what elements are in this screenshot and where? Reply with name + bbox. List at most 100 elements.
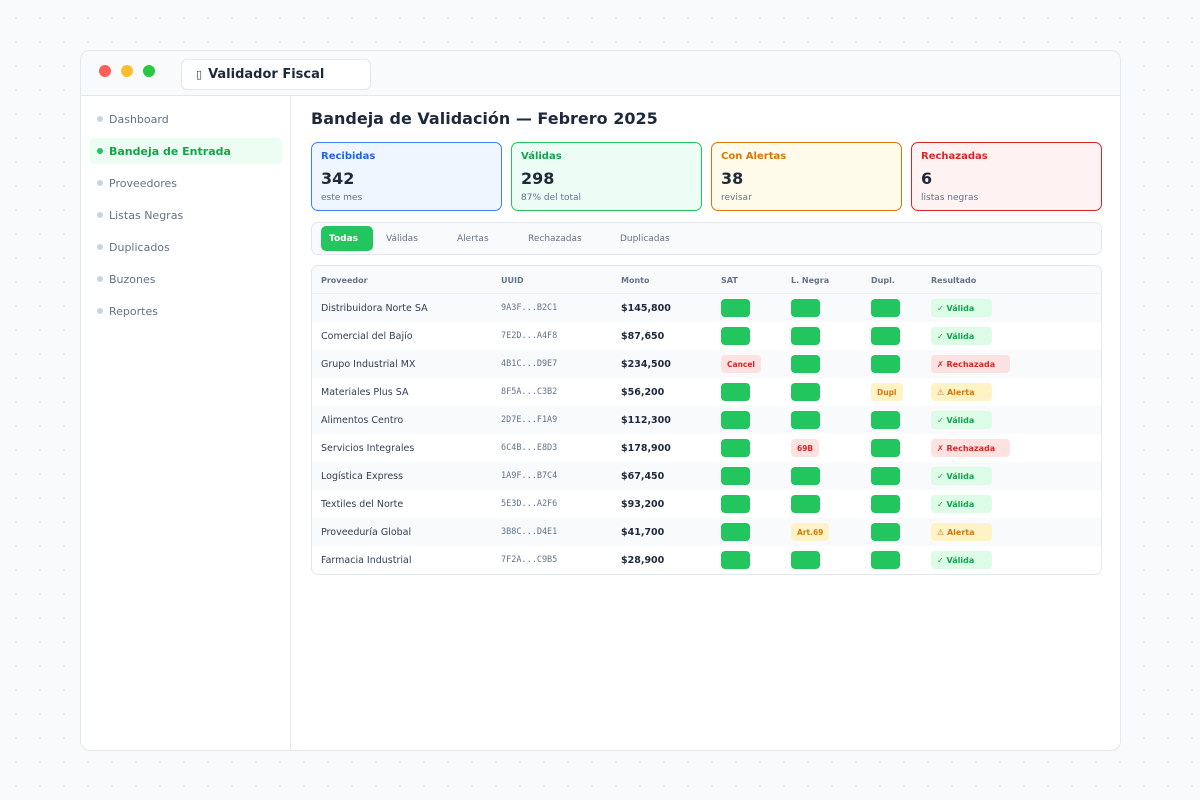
monto-cell: $145,800 [621,302,671,314]
table-row[interactable]: Proveeduría Global 3B8C...D4E1 $41,700 Art.… [312,518,1101,546]
summary-cards: Recibidas 342 este mes Válidas 298 87% d… [311,142,1102,211]
resultado-badge: ✓ Válida [931,299,992,317]
duplicado-status-cell [871,322,900,350]
proveedor-cell: Alimentos Centro [321,414,404,426]
column-header-proveedor[interactable]: Proveedor [321,275,368,285]
table-row[interactable]: Comercial del Bajío 7E2D...A4F8 $87,650 ✓ V… [312,322,1101,350]
monto-cell: $234,500 [621,358,671,370]
lista-negra-status-cell [791,378,820,406]
column-header-uuid[interactable]: UUID [501,275,524,285]
minimize-window-button[interactable] [121,65,133,77]
table-row[interactable]: Distribuidora Norte SA 9A3F...B2C1 $145,80… [312,294,1101,322]
duplicado-status-cell [871,294,900,322]
resultado-badge: ⚠ Alerta [931,383,992,401]
card-label: Rechazadas [921,151,988,162]
sat-status-ok-badge [721,383,750,401]
uuid-cell: 3B8C...D4E1 [501,527,558,537]
table-row[interactable]: Farmacia Industrial 7F2A...C9B5 $28,900 ✓ V… [312,546,1101,574]
sidebar-item-buzones[interactable]: Buzones [89,266,282,292]
lista-negra-status-ok-badge [791,355,820,373]
monto-cell: $41,700 [621,526,665,538]
card-subtitle: listas negras [921,193,979,203]
column-header-duplicado[interactable]: Dupl. [871,275,895,285]
sat-status-cell [721,322,750,350]
monto-cell: $28,900 [621,554,665,566]
duplicado-status-cell [871,546,900,574]
lista-negra-status-ok-badge [791,299,820,317]
sidebar-item-listas-negras[interactable]: Listas Negras [89,202,282,228]
duplicado-status-ok-badge [871,355,900,373]
main-content: Bandeja de Validación — Febrero 2025 Rec… [311,96,1102,575]
proveedor-cell: Comercial del Bajío [321,330,413,342]
sat-status-ok-badge [721,299,750,317]
maximize-window-button[interactable] [143,65,155,77]
tab-alertas[interactable]: Alertas [457,233,489,244]
monto-cell: $67,450 [621,470,665,482]
sat-status-ok-badge [721,523,750,541]
table-row[interactable]: Logística Express 1A9F...B7C4 $67,450 ✓ Vál… [312,462,1101,490]
card-value: 38 [721,169,744,188]
card-value: 342 [321,169,355,188]
sidebar-item-bandeja-de-entrada[interactable]: Bandeja de Entrada [89,138,282,164]
lista-negra-status-ok-badge [791,411,820,429]
resultado-cell: ✓ Válida [931,546,992,574]
resultado-cell: ✓ Válida [931,406,992,434]
lista-negra-status-ok-badge [791,495,820,513]
column-header-resultado[interactable]: Resultado [931,275,977,285]
resultado-badge: ✓ Válida [931,327,992,345]
card-value: 298 [521,169,555,188]
table-row[interactable]: Servicios Integrales 6C4B...E8D3 $178,900 6… [312,434,1101,462]
sidebar-item-dashboard[interactable]: Dashboard [89,106,282,132]
close-window-button[interactable] [99,65,111,77]
resultado-badge: ✗ Rechazada [931,355,1010,373]
lista-negra-status-cell: 69B [791,434,820,462]
monto-cell: $56,200 [621,386,665,398]
duplicado-status-cell [871,490,900,518]
lista-negra-status-cell [791,322,820,350]
column-header-sat[interactable]: SAT [721,275,738,285]
sat-status-cell [721,518,750,546]
resultado-cell: ✓ Válida [931,294,992,322]
duplicado-status-ok-badge [871,551,900,569]
duplicado-status-ok-badge [871,467,900,485]
card-con-alertas: Con Alertas 38 revisar [711,142,902,211]
proveedor-cell: Grupo Industrial MX [321,358,416,370]
uuid-cell: 1A9F...B7C4 [501,471,558,481]
table-row[interactable]: Grupo Industrial MX 4B1C...D9E7 $234,500 Ca… [312,350,1101,378]
proveedor-cell: Distribuidora Norte SA [321,302,428,314]
tab-validas[interactable]: Válidas [386,233,418,244]
app-tab[interactable]: ▯ Validador Fiscal [181,59,371,90]
duplicado-status-ok-badge [871,327,900,345]
sidebar-item-reportes[interactable]: Reportes [89,298,282,324]
uuid-cell: 4B1C...D9E7 [501,359,558,369]
sidebar-item-duplicados[interactable]: Duplicados [89,234,282,260]
tab-duplicadas[interactable]: Duplicadas [620,233,670,244]
title-bar: ▯ Validador Fiscal [81,51,1120,96]
column-header-monto[interactable]: Monto [621,275,650,285]
sat-status-cell: Cancel [721,350,762,378]
lista-negra-status-cell [791,294,820,322]
table-row[interactable]: Materiales Plus SA 8F5A...C3B2 $56,200 Dupl… [312,378,1101,406]
tab-rechazadas[interactable]: Rechazadas [528,233,582,244]
card-recibidas: Recibidas 342 este mes [311,142,502,211]
table-row[interactable]: Alimentos Centro 2D7E...F1A9 $112,300 ✓ Vál… [312,406,1101,434]
uuid-cell: 7E2D...A4F8 [501,331,558,341]
page-title: Bandeja de Validación — Febrero 2025 [311,109,658,128]
resultado-cell: ✓ Válida [931,462,992,490]
lista-negra-status-cell [791,406,820,434]
uuid-cell: 5E3D...A2F6 [501,499,558,509]
duplicado-status-cell [871,406,900,434]
sidebar-item-proveedores[interactable]: Proveedores [89,170,282,196]
resultado-cell: ⚠ Alerta [931,378,992,406]
sat-status-cell [721,406,750,434]
duplicado-status-ok-badge [871,299,900,317]
sat-status-cell [721,462,750,490]
uuid-cell: 6C4B...E8D3 [501,443,558,453]
card-validas: Válidas 298 87% del total [511,142,702,211]
table-row[interactable]: Textiles del Norte 5E3D...A2F6 $93,200 ✓ Vá… [312,490,1101,518]
duplicado-status-warning-badge: Dupl [871,383,903,401]
tab-todas[interactable]: Todas [321,226,373,251]
column-header-lista-negra[interactable]: L. Negra [791,275,830,285]
sat-status-cell [721,294,750,322]
card-rechazadas: Rechazadas 6 listas negras [911,142,1102,211]
